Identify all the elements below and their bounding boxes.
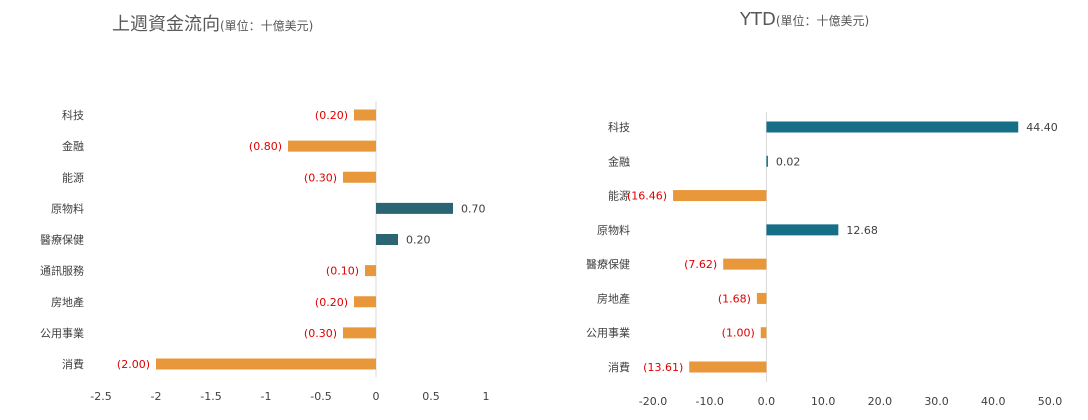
right-chart-title: YTD [739, 9, 776, 30]
right-data-label: 12.68 [846, 224, 878, 237]
right-category-label: 公用事業 [586, 327, 630, 340]
right-category-label: 房地產 [597, 291, 630, 305]
right-data-label: (1.68) [718, 292, 751, 305]
left-bar [288, 140, 376, 152]
left-x-tick-label: -0.5 [310, 390, 331, 403]
right-data-label: (1.00) [722, 327, 755, 340]
right-data-label: 0.02 [776, 155, 801, 168]
right-category-label: 醫療保健 [586, 257, 630, 271]
left-category-label: 能源 [62, 170, 84, 184]
right-chart-subtitle: (單位：十億美元) [776, 13, 869, 28]
left-data-label: (0.30) [304, 171, 337, 184]
right-chart-title-group: YTD(單位：十億美元) [739, 9, 869, 30]
left-x-tick-label: 0.5 [422, 390, 440, 403]
right-x-tick-label: -20.0 [639, 395, 667, 408]
left-bar [376, 234, 398, 245]
left-data-label: (0.30) [304, 327, 337, 340]
right-data-label: (7.62) [684, 258, 717, 271]
right-bar [766, 224, 839, 236]
left-chart-title: 上週資金流向 [112, 14, 220, 35]
left-data-label: (0.80) [249, 140, 282, 153]
left-bar [354, 296, 376, 308]
right-data-label: (13.61) [643, 361, 683, 374]
right-x-tick-label: 50.0 [1038, 395, 1063, 408]
right-data-label: 44.40 [1026, 121, 1058, 134]
right-chart: 科技 44.40 金融 0.02 能源(16.46) 原物料 12.68 醫療保健 (7.62)… [586, 111, 1063, 408]
left-data-label: (0.20) [315, 296, 348, 309]
left-category-label: 原物料 [51, 201, 84, 215]
right-category-label: 消費 [608, 360, 630, 374]
right-bar [723, 258, 767, 270]
left-x-tick-label: -1 [261, 390, 272, 403]
left-x-tick-label: 1 [483, 390, 490, 403]
left-bar [343, 327, 376, 339]
left-bar [376, 202, 453, 214]
right-x-tick-label: 40.0 [981, 395, 1006, 408]
left-data-label: (2.00) [117, 358, 150, 371]
right-category-label: 原物料 [597, 223, 630, 237]
left-chart: 科技 (0.20) 金融 (0.80) 能源 (0.30) 原物料 0.70 醫療保健 0.20 通… [40, 101, 490, 403]
left-data-label: (0.20) [315, 109, 348, 122]
right-bar [760, 327, 767, 339]
left-category-label: 公用事業 [40, 327, 84, 340]
left-data-label: 0.70 [461, 202, 486, 215]
left-bar [343, 171, 376, 183]
right-data-label: (16.46) [627, 190, 667, 203]
left-chart-subtitle: (單位：十億美元) [220, 18, 313, 33]
right-x-tick-label: -10.0 [695, 395, 723, 408]
right-category-label: 能源 [608, 189, 630, 203]
left-category-label: 醫療保健 [40, 233, 84, 247]
right-bar [766, 155, 768, 167]
left-x-tick-label: -2 [151, 390, 162, 403]
left-x-tick-label: -2.5 [90, 390, 111, 403]
left-bar [365, 265, 376, 277]
right-bar [673, 190, 767, 202]
right-x-tick-label: 10.0 [811, 395, 836, 408]
left-x-tick-label: -1.5 [200, 390, 221, 403]
left-category-label: 消費 [62, 357, 84, 371]
left-data-label: 0.20 [406, 234, 431, 247]
left-bar [156, 358, 376, 370]
left-bar [354, 109, 376, 121]
right-category-label: 科技 [608, 120, 630, 134]
left-category-label: 金融 [62, 139, 84, 153]
left-category-label: 房地產 [51, 295, 84, 309]
left-category-label: 通訊服務 [40, 264, 84, 278]
right-x-tick-label: 0.0 [758, 395, 776, 408]
right-bar [689, 361, 767, 373]
right-x-tick-label: 30.0 [924, 395, 949, 408]
left-data-label: (0.10) [326, 265, 359, 278]
right-bar [766, 121, 1019, 133]
right-x-tick-label: 20.0 [868, 395, 893, 408]
left-chart-title-group: 上週資金流向(單位：十億美元) [112, 14, 313, 35]
left-x-tick-label: 0 [373, 390, 380, 403]
left-category-label: 科技 [62, 108, 84, 122]
right-bar [756, 292, 767, 304]
right-category-label: 金融 [608, 154, 630, 168]
